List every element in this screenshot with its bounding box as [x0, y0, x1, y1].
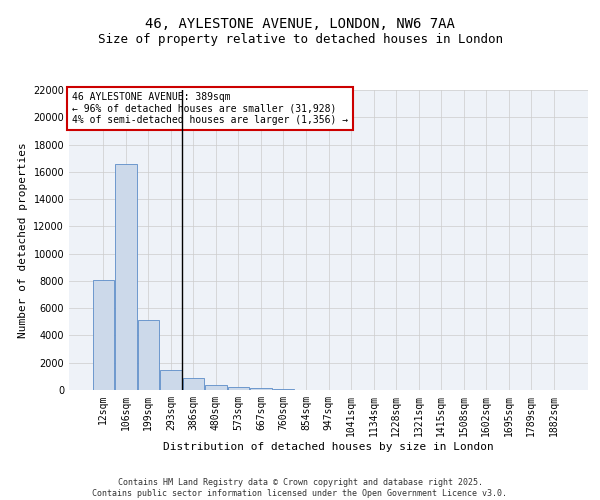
- Bar: [228, 387, 249, 390]
- Y-axis label: Number of detached properties: Number of detached properties: [18, 142, 28, 338]
- Text: Contains HM Land Registry data © Crown copyright and database right 2025.
Contai: Contains HM Land Registry data © Crown c…: [92, 478, 508, 498]
- Bar: [92, 280, 114, 390]
- Bar: [160, 370, 182, 390]
- X-axis label: Distribution of detached houses by size in London: Distribution of detached houses by size …: [163, 442, 494, 452]
- Text: Size of property relative to detached houses in London: Size of property relative to detached ho…: [97, 32, 503, 46]
- Bar: [205, 385, 227, 390]
- Bar: [273, 389, 294, 390]
- Bar: [250, 388, 272, 390]
- Text: 46, AYLESTONE AVENUE, LONDON, NW6 7AA: 46, AYLESTONE AVENUE, LONDON, NW6 7AA: [145, 18, 455, 32]
- Bar: [137, 320, 159, 390]
- Bar: [115, 164, 137, 390]
- Bar: [182, 378, 204, 390]
- Text: 46 AYLESTONE AVENUE: 389sqm
← 96% of detached houses are smaller (31,928)
4% of : 46 AYLESTONE AVENUE: 389sqm ← 96% of det…: [71, 92, 348, 124]
